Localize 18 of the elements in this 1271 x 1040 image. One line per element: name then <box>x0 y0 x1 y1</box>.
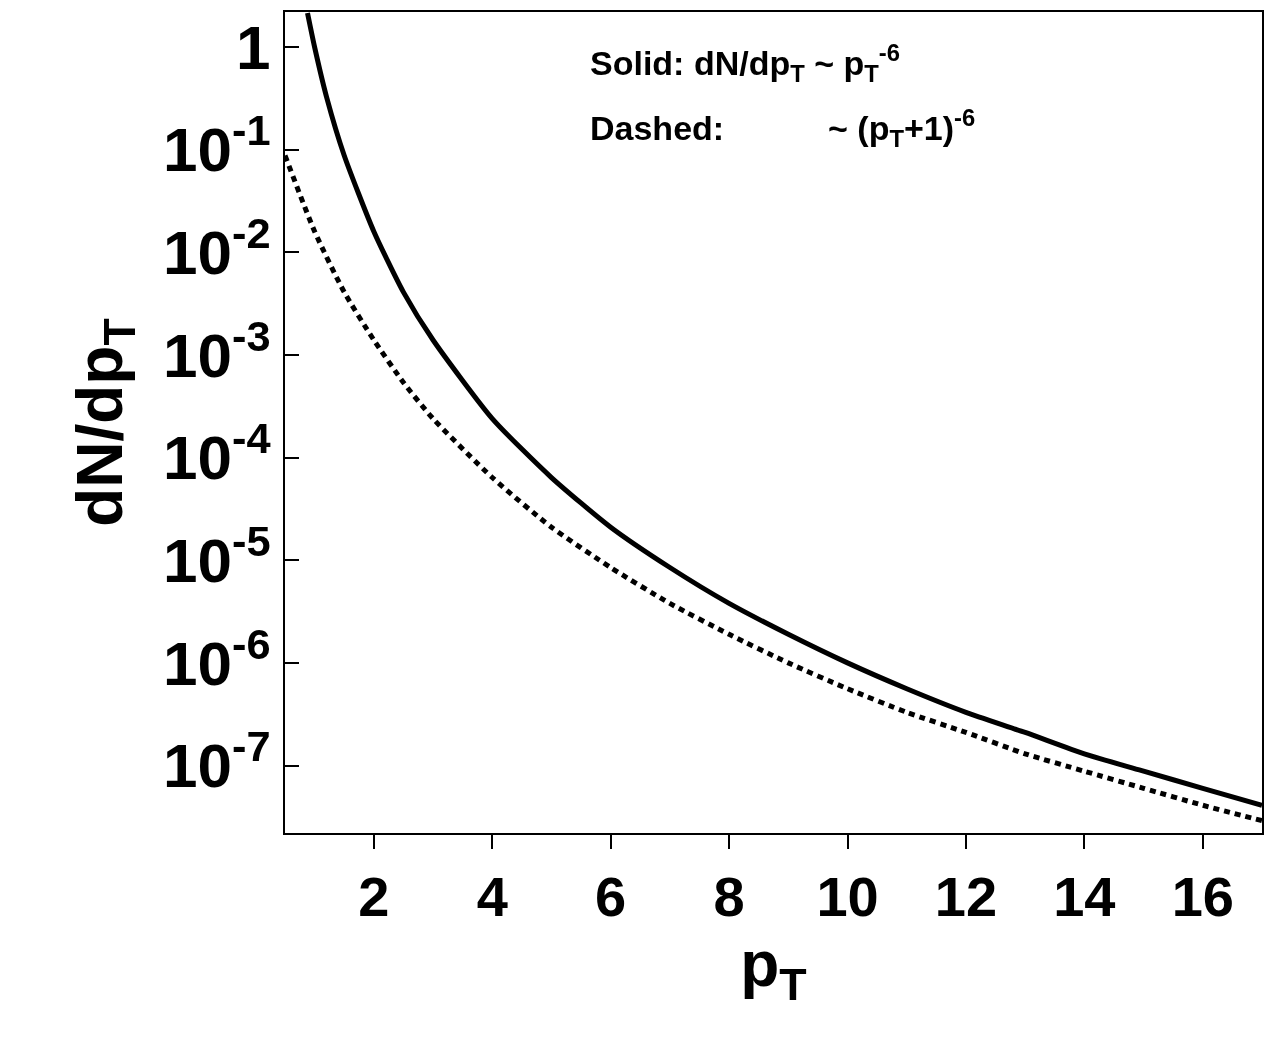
y-tick-label: 10$^{-7}$ <box>163 722 271 801</box>
y-tick-label: 10$^{-3}$ <box>163 311 271 390</box>
y-tick-label: 10$^{-4}$ <box>163 414 271 493</box>
x-tick-label: 14 <box>1053 865 1116 929</box>
y-tick-label: 10$^{-6}$ <box>163 619 271 698</box>
x-tick-label: 6 <box>595 865 627 929</box>
annotation: Dashed: ~ (p$_{T}$+1)$^{-6}$ <box>590 104 976 153</box>
x-axis-title: p$_{T}$ <box>740 928 807 1009</box>
y-tick-label: 1 <box>236 12 271 82</box>
x-tick-label: 4 <box>476 865 508 929</box>
y-tick-label: 10$^{-2}$ <box>163 209 271 288</box>
x-tick-label: 12 <box>934 865 998 929</box>
y-tick-label: 10$^{-1}$ <box>163 106 271 185</box>
x-tick-label: 16 <box>1171 865 1234 929</box>
y-tick-label: 10$^{-5}$ <box>163 516 271 595</box>
x-tick-label: 10 <box>816 865 879 929</box>
x-tick-label: 2 <box>358 865 390 929</box>
x-tick-label: 8 <box>713 865 745 929</box>
